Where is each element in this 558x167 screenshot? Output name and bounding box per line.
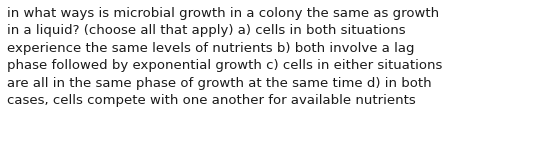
Text: in what ways is microbial growth in a colony the same as growth
in a liquid? (ch: in what ways is microbial growth in a co… xyxy=(7,7,442,107)
